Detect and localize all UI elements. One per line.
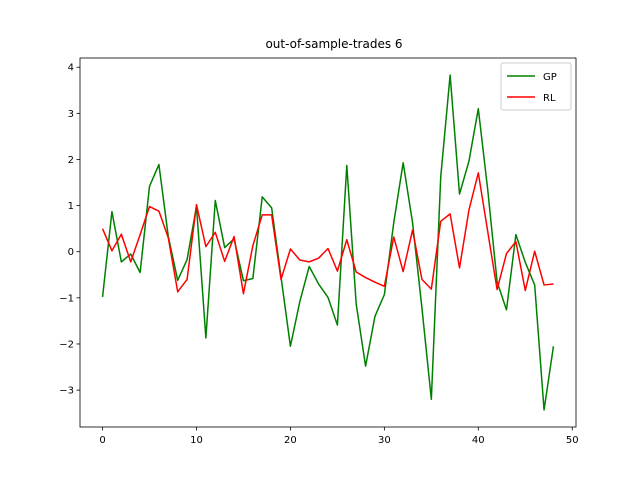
y-tick-label: 0 — [68, 247, 74, 258]
y-tick-label: −2 — [59, 339, 74, 350]
series-layer — [101, 74, 555, 411]
y-tick-label: 3 — [68, 109, 74, 120]
x-tick-label: 0 — [99, 435, 105, 446]
x-tick-label: 30 — [378, 435, 391, 446]
series-line-gp — [101, 74, 555, 411]
y-tick-label: 2 — [68, 155, 74, 166]
series-line-rl — [101, 172, 554, 295]
plot-area — [79, 57, 577, 428]
y-tick-label: 4 — [68, 63, 74, 74]
axes-frame — [79, 57, 577, 428]
legend-label-gp: GP — [543, 72, 557, 83]
legend-box — [500, 62, 572, 111]
x-tick-label: 40 — [472, 435, 485, 446]
y-axis: −3 −2 −1 0 1 2 3 4 — [59, 63, 80, 397]
y-tick-label: −1 — [59, 293, 74, 304]
y-tick-label: −3 — [59, 386, 74, 397]
legend: GP RL — [500, 62, 572, 111]
legend-label-rl: RL — [543, 93, 556, 104]
y-tick-label: 1 — [68, 201, 74, 212]
x-axis: 0 10 20 30 40 50 — [99, 427, 579, 446]
x-tick-label: 20 — [284, 435, 297, 446]
x-tick-label: 50 — [566, 435, 579, 446]
chart-title: out-of-sample-trades 6 — [265, 37, 402, 51]
x-tick-label: 10 — [190, 435, 203, 446]
